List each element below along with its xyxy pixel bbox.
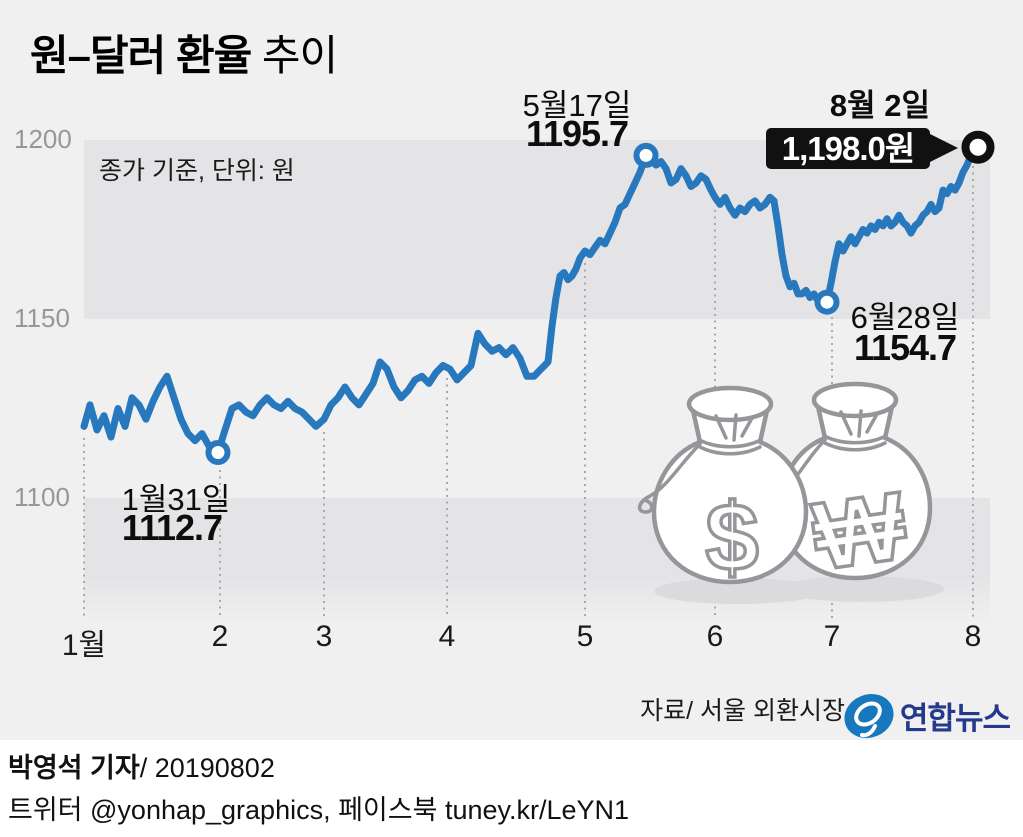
money-bag-won-icon: ₩ xyxy=(777,381,933,593)
rate-chart: ₩ $ xyxy=(80,130,995,618)
x-tick-label: 2 xyxy=(211,620,229,653)
y-tick-label: 1150 xyxy=(14,303,70,333)
rate-line-group xyxy=(80,143,982,456)
annotation-jan31-date: 1월31일 xyxy=(121,482,231,517)
x-tick-label: 8 xyxy=(964,620,982,653)
data-point-marker xyxy=(961,130,995,164)
x-tick-label: 5 xyxy=(576,620,594,653)
x-tick-label: 3 xyxy=(315,620,333,653)
page-title: 원–달러 환율 추이 xyxy=(30,22,338,83)
money-bag-dollar-icon: $ xyxy=(637,385,809,593)
badge-arrow xyxy=(928,133,958,163)
social-links: 트위터 @yonhap_graphics, 페이스북 tuney.kr/LeYN… xyxy=(8,795,630,825)
exchange-rate-line xyxy=(80,143,982,456)
x-tick-label: 7 xyxy=(823,620,841,653)
byline-date: / 20190802 xyxy=(139,753,275,783)
title-sub: 추이 xyxy=(251,32,338,79)
yonhap-logo: 연합뉴스 xyxy=(843,688,1011,742)
bag-shadow xyxy=(780,576,944,602)
source-label: 자료/ 서울 외환시장 xyxy=(640,697,845,725)
annotation-jan31-value: 1112.7 xyxy=(121,507,223,548)
source-row: 자료/ 서울 외환시장 연합뉴스 xyxy=(0,688,1023,740)
reporter-name: 박영석 기자 xyxy=(8,753,140,783)
annotation-aug2-date: 8월 2일 xyxy=(829,88,931,123)
title-main: 원–달러 환율 xyxy=(30,32,252,79)
annotation-may17-date: 5월17일 xyxy=(522,88,632,123)
byline: 박영석 기자/ 20190802 xyxy=(8,746,275,785)
data-point-markers xyxy=(205,130,995,465)
data-point-marker xyxy=(633,142,659,168)
annotation-jun28-value: 1154.7 xyxy=(853,327,957,368)
annotation-may17-value: 1195.7 xyxy=(525,113,629,154)
won-symbol: ₩ xyxy=(807,472,912,591)
bag-shadow xyxy=(654,578,822,604)
footer: 박영석 기자/ 20190802 트위터 @yonhap_graphics, 페… xyxy=(0,740,1023,837)
x-tick-label: 1월 xyxy=(61,629,107,662)
money-bags-illustration: ₩ $ xyxy=(637,381,944,604)
y-tick-label: 1100 xyxy=(14,482,70,512)
latest-value-badge: 1,198.0원 xyxy=(766,128,930,169)
chart-area: 원–달러 환율 추이 종가 기준, 단위: 원 1200 1150 1100 1월 2… xyxy=(0,0,1023,740)
y-tick-label: 1200 xyxy=(14,124,72,154)
x-tick-label: 4 xyxy=(438,620,456,653)
band-1150-1200 xyxy=(84,140,990,319)
data-point-marker xyxy=(205,440,231,465)
yonhap-logo-icon xyxy=(844,693,894,739)
yonhap-logo-text: 연합뉴스 xyxy=(899,700,1011,736)
annotation-jun28-date: 6월28일 xyxy=(850,300,960,335)
unit-note: 종가 기준, 단위: 원 xyxy=(99,157,295,185)
x-tick-label: 6 xyxy=(706,620,724,653)
data-point-marker xyxy=(814,289,840,315)
dollar-symbol: $ xyxy=(705,484,758,591)
